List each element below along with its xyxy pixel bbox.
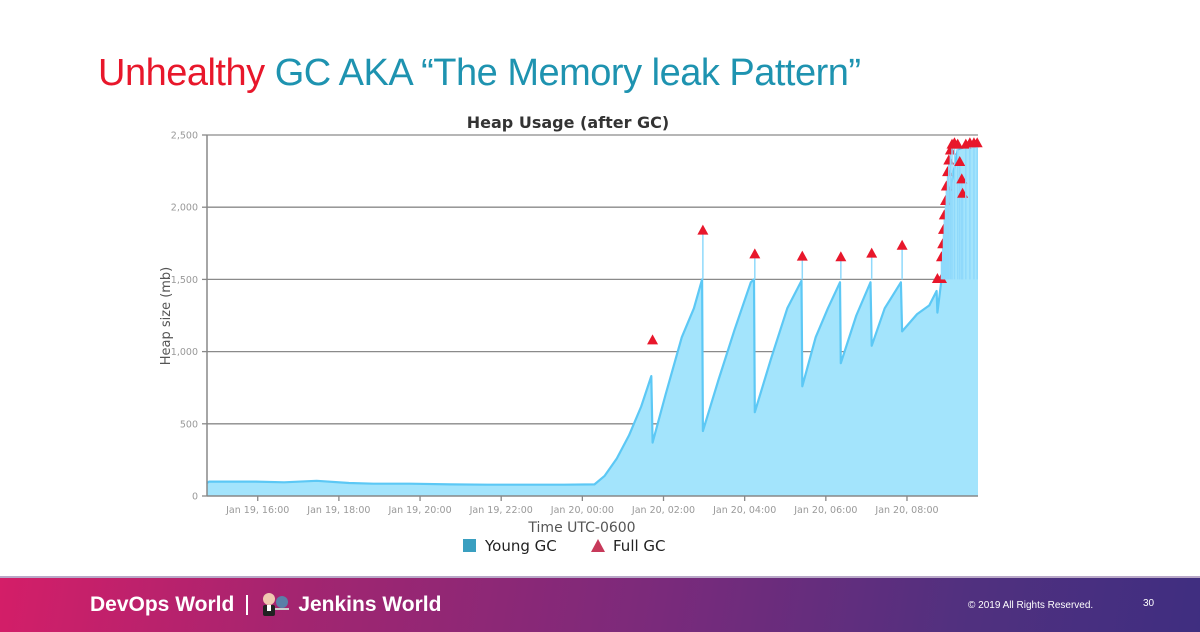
full-gc-triangle-icon [697,224,709,235]
x-tick-label: Jan 19, 18:00 [306,505,370,516]
legend-item-full-gc[interactable]: Full GC [591,537,666,555]
legend-label-full-gc: Full GC [613,537,666,555]
chart-canvas: Heap Usage (after GC) 0 500 1,000 1,500 2,00… [159,113,983,555]
x-axis-label: Time UTC-0600 [527,520,635,536]
y-axis-ticks: 0 500 1,000 1,500 2,000 2,500 [171,131,207,503]
x-tick-label: Jan 19, 22:00 [469,505,533,516]
full-gc-triangle-icon [647,334,659,345]
chart-title: Heap Usage (after GC) [467,113,669,132]
heap-usage-chart: Heap Usage (after GC) 0 500 1,000 1,500 2,00… [150,104,990,566]
full-gc-triangle-icon [749,248,761,259]
full-gc-triangle-icon [954,155,966,166]
jenkins-butler-icon [263,593,290,616]
full-gc-triangle-icon [952,138,964,149]
y-tick-label: 2,000 [171,203,198,214]
full-gc-triangle-icon [866,247,878,258]
legend-label-young-gc: Young GC [484,537,557,555]
brand-devops-world: DevOps World [90,593,235,616]
y-tick-label: 1,500 [171,275,198,286]
full-gc-triangle-icon [971,137,983,148]
slide-title-blue: GC AKA “The Memory leak Pattern” [274,52,861,94]
full-gc-triangle-icon [956,173,968,184]
full-gc-triangle-icon [944,144,956,155]
slide-title: Unhealthy GC AKA “The Memory leak Patter… [98,52,861,95]
x-tick-label: Jan 20, 06:00 [793,505,857,516]
y-tick-label: 0 [192,492,198,503]
y-axis-label: Heap size (mb) [159,267,174,366]
y-tick-label: 2,500 [171,131,198,142]
full-gc-triangle-icon [896,239,908,250]
legend-item-young-gc[interactable]: Young GC [463,537,557,555]
y-tick-label: 500 [180,419,198,430]
square-icon [463,539,476,552]
young-gc-area [206,141,978,496]
y-tick-label: 1,000 [171,347,198,358]
x-tick-label: Jan 19, 16:00 [225,505,289,516]
slide-title-red: Unhealthy [98,52,265,94]
x-tick-label: Jan 20, 08:00 [874,505,938,516]
page-number: 30 [1143,598,1155,609]
x-tick-label: Jan 20, 04:00 [712,505,776,516]
copyright-text: © 2019 All Rights Reserved. [968,600,1094,611]
brand-jenkins-world: Jenkins World [298,593,442,616]
triangle-icon [591,539,605,552]
full-gc-triangle-icon [796,250,808,261]
chart-legend: Young GC Full GC [463,537,666,555]
slide-footer: DevOps World Jenkins World © 2019 All Ri… [0,576,1200,632]
x-axis-ticks: Jan 19, 16:00 Jan 19, 18:00 Jan 19, 20:00 J… [225,496,939,516]
x-tick-label: Jan 20, 00:00 [550,505,614,516]
brand-divider [246,595,249,615]
full-gc-triangle-icon [835,251,847,262]
event-brand: DevOps World Jenkins World [90,592,441,618]
full-gc-markers [647,137,983,345]
x-tick-label: Jan 19, 20:00 [387,505,451,516]
x-tick-label: Jan 20, 02:00 [631,505,695,516]
